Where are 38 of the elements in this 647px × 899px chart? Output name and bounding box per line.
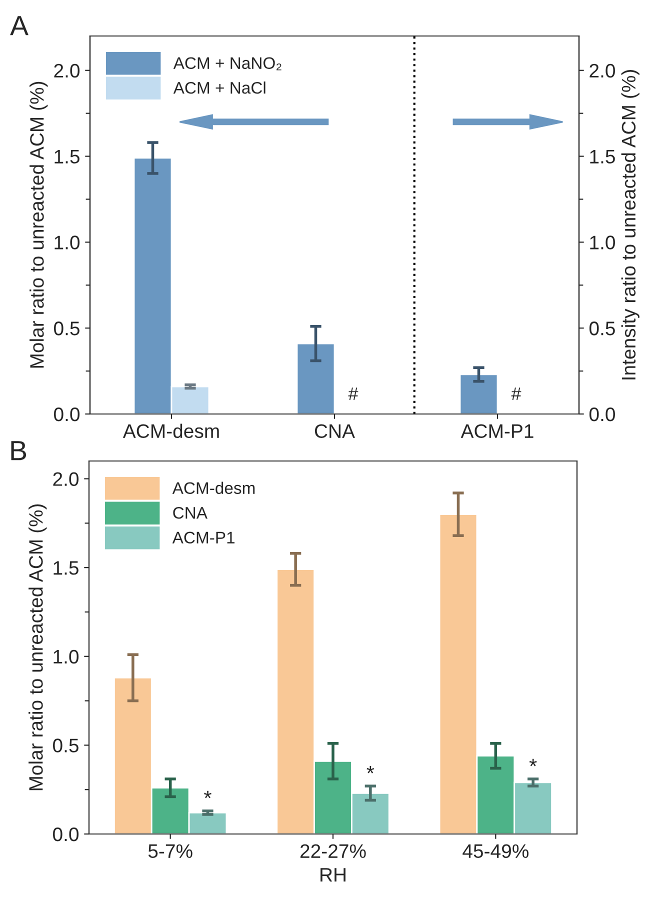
y-tick-label: 0.0 [53, 827, 79, 842]
y2-tick-label: 1.0 [590, 236, 615, 250]
y-tick-label: 2.0 [54, 64, 80, 78]
y-tick-label: 1.5 [54, 150, 80, 164]
annotation: # [511, 388, 522, 400]
y2-axis-title: Intensity ratio to unreacted ACM (%) [621, 70, 640, 380]
y-axis-title: Molar ratio to unreacted ACM (%) [28, 504, 47, 790]
y-tick-label: 1.0 [54, 236, 80, 250]
y-tick-label: 2.0 [53, 472, 79, 486]
x-tick-label: ACM-desm [122, 424, 219, 438]
legend-label: ACM + NaNO₂ [173, 57, 282, 70]
annotation: * [204, 790, 212, 798]
y2-tick-label: 0.0 [589, 407, 615, 422]
x-tick-label: ACM-P1 [460, 424, 534, 438]
y2-tick-label: 1.5 [590, 150, 615, 164]
chart-title: B [11, 441, 26, 460]
x-axis-title: RH [320, 868, 346, 882]
annotation: * [529, 758, 537, 766]
legend-label: CNA [173, 506, 208, 519]
legend-label: ACM + NaCl [173, 82, 266, 94]
chart-title: A [10, 16, 28, 36]
y-tick-label: 0.5 [54, 322, 80, 336]
legend-label: ACM-desm [172, 482, 255, 494]
y-tick-label: 1.0 [54, 650, 79, 664]
x-tick-label: 45-49% [462, 844, 528, 858]
annotation: * [366, 766, 374, 774]
y-tick-label: 0.5 [53, 738, 78, 752]
y-axis-title: Molar ratio to unreacted ACM (%) [30, 82, 48, 368]
y2-tick-label: 0.5 [589, 322, 615, 336]
legend-label: ACM-P1 [172, 532, 234, 544]
y2-tick-label: 2.0 [590, 64, 615, 78]
y-tick-label: 1.5 [54, 561, 78, 575]
annotation: # [348, 388, 358, 400]
y-tick-label: 0.0 [54, 407, 80, 422]
x-tick-label: CNA [314, 424, 355, 438]
x-tick-label: 5-7% [148, 844, 192, 858]
bar [296, 342, 336, 414]
x-tick-label: 22-27% [300, 844, 366, 858]
